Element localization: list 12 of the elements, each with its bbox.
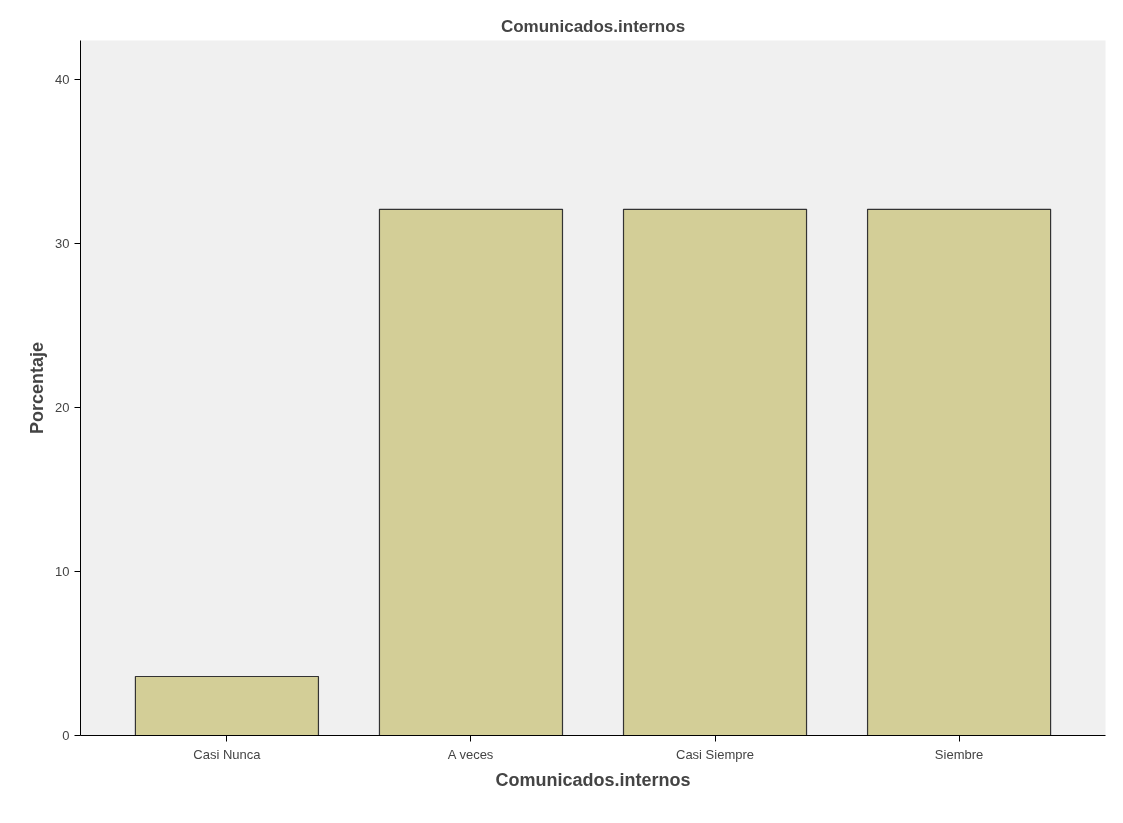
x-tick-label: Casi Nunca xyxy=(193,746,262,762)
y-tick-label: 40 xyxy=(55,72,70,88)
y-tick-label: 20 xyxy=(55,400,70,416)
y-axis-title: Porcentaje xyxy=(27,341,48,435)
y-tick-label: 0 xyxy=(62,728,70,743)
y-tick-label: 10 xyxy=(55,564,70,580)
x-tick-label: A veces xyxy=(447,746,494,762)
x-tick-label: Casi Siempre xyxy=(676,746,755,762)
chart-title: Comunicados.internos xyxy=(500,16,686,36)
y-tick-label: 30 xyxy=(55,236,70,252)
x-tick-label: Siembre xyxy=(934,746,984,762)
x-axis-title: Comunicados.internos xyxy=(495,769,691,790)
